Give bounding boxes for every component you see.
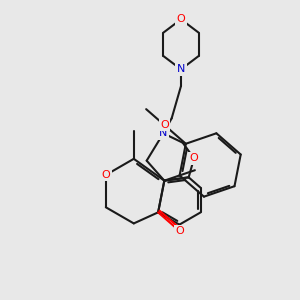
Text: O: O (176, 226, 184, 236)
Text: O: O (160, 120, 169, 130)
Text: O: O (101, 170, 110, 180)
Text: O: O (190, 153, 198, 163)
Text: N: N (177, 64, 185, 74)
Text: O: O (177, 14, 185, 24)
Text: N: N (159, 128, 167, 138)
